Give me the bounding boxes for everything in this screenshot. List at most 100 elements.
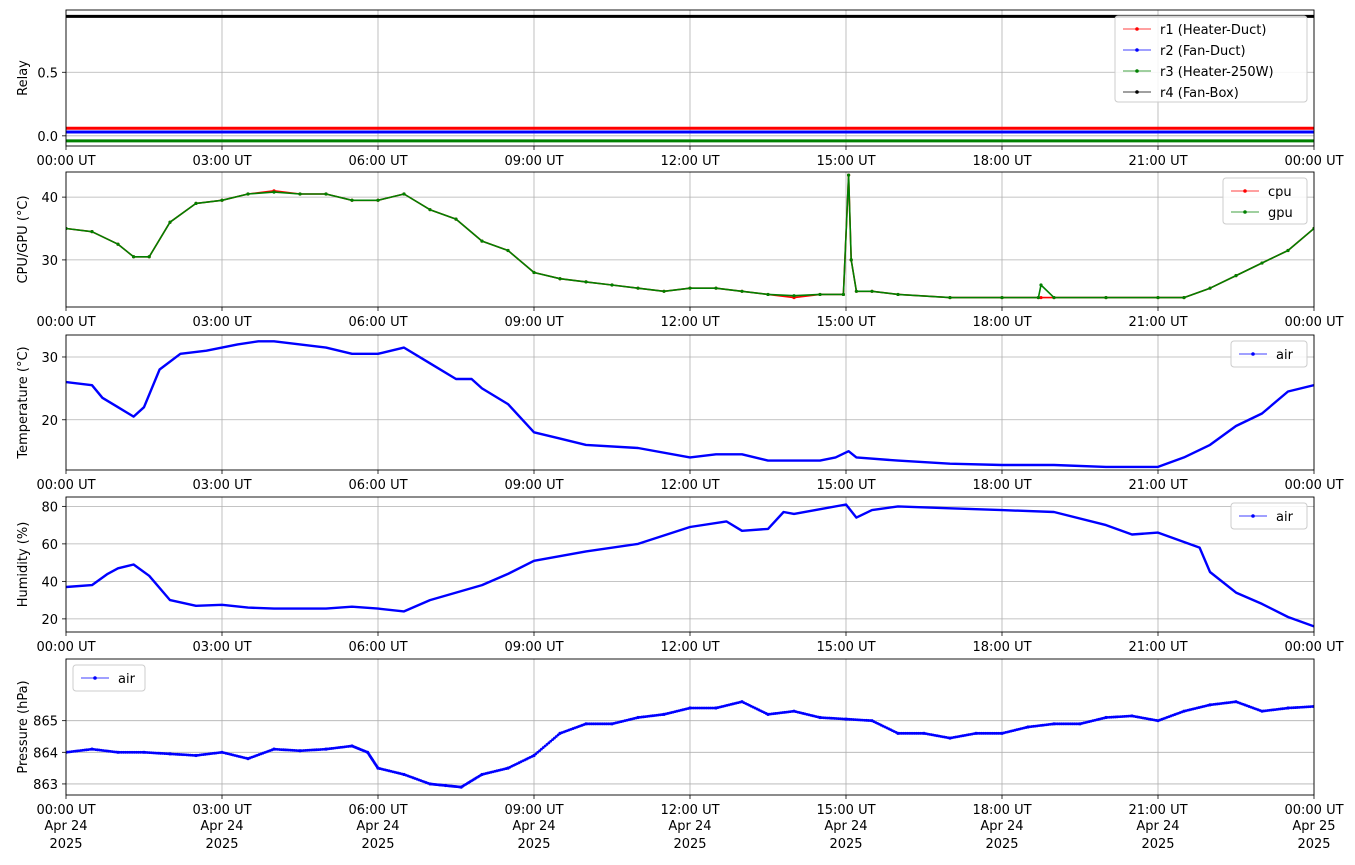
- x-tick-label: 03:00 UT: [192, 315, 251, 330]
- y-axis-label: CPU/GPU (°C): [16, 195, 31, 283]
- y-tick-label: 40: [41, 575, 58, 590]
- x-tick-label: 21:00 UT: [1128, 315, 1187, 330]
- x-tick-label: 00:00 UT: [36, 803, 95, 818]
- legend-box: [1222, 177, 1308, 225]
- legend-swatch-marker: [1135, 69, 1139, 73]
- y-axis-label: Humidity (%): [16, 522, 31, 608]
- y-tick-label: 20: [41, 613, 58, 628]
- data-point: [1052, 295, 1056, 300]
- x-tick-label: 00:00 UT: [36, 478, 95, 493]
- data-point: [147, 255, 151, 259]
- x-tick-label: 09:00 UT: [504, 154, 563, 169]
- data-point: [534, 752, 538, 756]
- x-tick-label: 09:00 UT: [504, 640, 563, 655]
- series-markers-gpu: [66, 173, 1314, 300]
- legend-swatch-marker: [1135, 27, 1139, 31]
- x-tick-label: 18:00 UT: [972, 640, 1031, 655]
- data-point: [1260, 261, 1264, 265]
- y-tick-label: 30: [41, 351, 58, 366]
- x-year-label: 2025: [517, 837, 550, 852]
- data-point: [1234, 274, 1238, 278]
- data-point: [1039, 295, 1043, 300]
- legend-box: [1114, 15, 1308, 103]
- x-tick-label: 00:00 UT: [36, 154, 95, 169]
- data-point: [553, 736, 556, 740]
- x-tick-label: 15:00 UT: [816, 154, 875, 169]
- data-point: [662, 289, 666, 293]
- x-tick-label: 09:00 UT: [504, 315, 563, 330]
- data-point: [298, 192, 302, 196]
- data-point: [549, 739, 553, 743]
- legend-label: air: [118, 672, 136, 687]
- data-point: [870, 289, 874, 293]
- data-point: [194, 201, 198, 205]
- data-point: [454, 217, 458, 221]
- y-tick-label: 60: [41, 538, 58, 553]
- x-tick-label: 03:00 UT: [192, 803, 251, 818]
- data-point: [116, 242, 120, 246]
- panel-1: 0.0 0.5 00:00 UT 03:00 UT 06:00 UT 09:00 UT 12…: [16, 9, 1344, 169]
- x-tick-label: 00:00 UT: [1284, 315, 1343, 330]
- x-year-label: 2025: [361, 837, 394, 852]
- x-date-label: Apr 24: [44, 819, 87, 834]
- x-tick-label: 21:00 UT: [1128, 640, 1187, 655]
- legend-label: gpu: [1268, 206, 1293, 221]
- legend: air: [72, 664, 146, 692]
- x-tick-label: 15:00 UT: [816, 315, 875, 330]
- data-point: [841, 292, 846, 297]
- data-point: [818, 292, 822, 297]
- x-tick-label: 21:00 UT: [1128, 154, 1187, 169]
- legend: cpu gpu: [1222, 177, 1308, 225]
- x-tick-label: 09:00 UT: [504, 478, 563, 493]
- legend-label: r2 (Fan-Duct): [1160, 44, 1246, 59]
- data-point: [246, 192, 250, 196]
- x-tick-label: 00:00 UT: [36, 315, 95, 330]
- x-tick-label: 21:00 UT: [1128, 803, 1187, 818]
- x-tick-label: 15:00 UT: [816, 640, 875, 655]
- legend-label: r4 (Fan-Box): [1160, 86, 1239, 101]
- data-point: [220, 198, 224, 202]
- data-point: [480, 239, 484, 243]
- x-tick-label: 06:00 UT: [348, 478, 407, 493]
- x-tick-label: 00:00 UT: [1284, 154, 1343, 169]
- data-point: [402, 192, 406, 196]
- data-point: [1036, 295, 1040, 300]
- x-tick-label: 06:00 UT: [348, 640, 407, 655]
- x-year-label: 2025: [49, 837, 82, 852]
- data-point: [610, 283, 614, 287]
- x-year-label: 2025: [1297, 837, 1330, 852]
- x-tick-label: 18:00 UT: [972, 315, 1031, 330]
- legend: air: [1230, 502, 1308, 530]
- y-tick-label: 0.5: [37, 66, 58, 81]
- x-date-label: Apr 24: [980, 819, 1023, 834]
- x-tick-label: 00:00 UT: [1284, 478, 1343, 493]
- x-tick-label: 03:00 UT: [192, 640, 251, 655]
- x-tick-label: 06:00 UT: [348, 315, 407, 330]
- x-date-label: Apr 24: [824, 819, 867, 834]
- x-year-label: 2025: [829, 837, 862, 852]
- x-tick-label: 21:00 UT: [1128, 478, 1187, 493]
- data-point: [1208, 286, 1212, 290]
- data-point: [554, 735, 558, 738]
- data-point: [376, 198, 380, 202]
- legend-swatch-marker: [1135, 90, 1139, 94]
- legend-label: r1 (Heater-Duct): [1160, 23, 1266, 38]
- y-axis-label: Relay: [16, 60, 31, 96]
- x-tick-label: 06:00 UT: [348, 803, 407, 818]
- y-tick-label: 865: [33, 715, 58, 730]
- data-point: [948, 295, 952, 300]
- x-tick-label: 03:00 UT: [192, 478, 251, 493]
- panel-2: 30 40 00:00 UT 03:00 UT 06:00 UT 09:00 UT 12:0…: [16, 171, 1344, 330]
- data-point: [714, 286, 718, 290]
- x-date-label: Apr 24: [668, 819, 711, 834]
- data-point: [688, 286, 692, 290]
- y-tick-label: 863: [33, 778, 58, 793]
- x-tick-label: 00:00 UT: [1284, 803, 1343, 818]
- data-point: [428, 208, 432, 212]
- legend: r1 (Heater-Duct) r2 (Fan-Duct) r3 (Heater-…: [1114, 15, 1308, 103]
- legend-swatch-marker: [1135, 48, 1139, 52]
- legend-swatch-marker: [1251, 352, 1255, 356]
- data-point: [540, 747, 543, 751]
- data-point: [847, 173, 851, 177]
